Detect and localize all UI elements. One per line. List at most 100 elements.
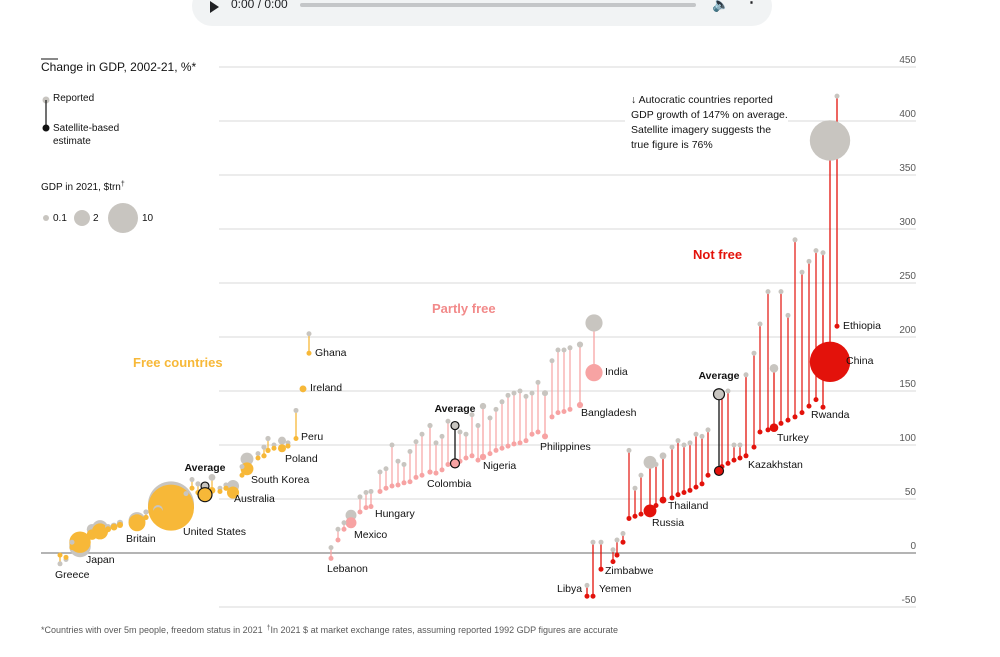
satellite-dot xyxy=(523,438,529,444)
reported-dot-nigeria xyxy=(479,402,487,410)
satellite-dot xyxy=(669,495,675,501)
reported-dot xyxy=(469,412,475,418)
reported-dot xyxy=(610,547,616,553)
audio-time: 0:00 / 0:00 xyxy=(231,0,288,11)
label-bangladesh: Bangladesh xyxy=(581,407,637,419)
satellite-dot-yemen xyxy=(590,593,596,599)
y-tick-label: 200 xyxy=(899,325,916,336)
satellite-dot-rwanda xyxy=(820,404,826,410)
audio-player: 0:00 / 0:00 🔈 ⋮ xyxy=(192,0,772,26)
label-nigeria: Nigeria xyxy=(483,460,516,472)
reported-dot-kazakhstan xyxy=(743,372,749,378)
satellite-dot xyxy=(395,482,401,488)
label-hungary: Hungary xyxy=(375,508,415,520)
reported-dot xyxy=(183,491,189,497)
satellite-dot-australia xyxy=(226,486,240,499)
y-tick-label: 300 xyxy=(899,217,916,228)
satellite-dot xyxy=(183,498,189,504)
reported-dot xyxy=(383,466,389,472)
satellite-dot-kazakhstan xyxy=(743,453,749,459)
reported-dot xyxy=(687,440,693,446)
satellite-dot xyxy=(806,403,812,409)
y-tick-label: 250 xyxy=(899,271,916,282)
reported-dot-russia xyxy=(643,455,657,469)
satellite-dot xyxy=(265,447,271,454)
satellite-dot xyxy=(401,480,407,486)
reported-dot-bangladesh xyxy=(576,341,584,348)
legend-size-large xyxy=(108,203,138,233)
average-satellite-dot xyxy=(197,487,213,503)
reported-dot xyxy=(487,415,493,421)
reported-dot-india xyxy=(585,314,603,332)
satellite-dot xyxy=(693,484,699,490)
volume-icon[interactable]: 🔈 xyxy=(712,0,730,12)
reported-dot-rwanda xyxy=(820,250,826,256)
satellite-dot xyxy=(626,515,632,521)
satellite-dot-india xyxy=(585,364,603,382)
legend-satellite-dot xyxy=(42,124,50,132)
satellite-dot xyxy=(255,455,261,461)
group-title-not-free: Not free xyxy=(693,247,742,262)
reported-dot-turkey xyxy=(769,364,779,373)
reported-dot xyxy=(261,444,267,450)
satellite-dot xyxy=(687,487,693,493)
y-tick-label: 350 xyxy=(899,163,916,174)
satellite-dot xyxy=(737,455,743,461)
satellite-dot xyxy=(261,453,267,459)
satellite-dot xyxy=(555,410,561,416)
reported-dot xyxy=(751,350,757,356)
satellite-dot xyxy=(419,472,425,478)
average-label: Average xyxy=(434,403,475,415)
legend-satellite-label: Satellite-based estimate xyxy=(53,123,119,147)
label-south-korea: South Korea xyxy=(251,474,310,486)
reported-dot xyxy=(407,448,413,454)
satellite-dot-japan xyxy=(69,531,91,553)
satellite-dot-russia xyxy=(643,504,657,518)
label-britain: Britain xyxy=(126,533,156,545)
reported-dot xyxy=(620,531,626,537)
satellite-dot xyxy=(69,545,75,551)
annotation-line-2: GDP growth of 147% on average. xyxy=(631,109,788,121)
reported-dot xyxy=(725,388,731,394)
satellite-dot xyxy=(475,457,481,463)
satellite-dot xyxy=(153,507,163,517)
satellite-dot xyxy=(778,420,784,426)
satellite-dot xyxy=(413,474,419,480)
satellite-dot-ghana xyxy=(306,350,312,356)
label-mexico: Mexico xyxy=(354,529,387,541)
satellite-dot-colombia xyxy=(427,469,433,475)
reported-dot xyxy=(681,442,687,448)
satellite-dot xyxy=(511,441,517,447)
reported-dot xyxy=(632,485,638,491)
reported-dot-yemen xyxy=(590,539,596,545)
reported-dot xyxy=(669,444,675,450)
y-tick-label: 50 xyxy=(905,487,917,498)
legend-reported-label: Reported xyxy=(53,93,94,104)
reported-dot-poland xyxy=(277,436,287,445)
play-icon[interactable] xyxy=(210,1,219,13)
label-ethiopia: Ethiopia xyxy=(843,320,881,332)
reported-dot xyxy=(255,451,261,457)
satellite-dot xyxy=(433,470,439,476)
average-label: Average xyxy=(184,462,225,474)
satellite-dot-poland xyxy=(277,444,287,453)
audio-progress-slider[interactable] xyxy=(300,3,696,7)
satellite-dot xyxy=(505,443,511,449)
reported-dot xyxy=(693,431,699,437)
satellite-dot xyxy=(377,488,383,494)
legend-size-medium-label: 2 xyxy=(93,213,99,224)
reported-dot xyxy=(143,509,149,515)
reported-dot xyxy=(737,442,743,448)
reported-dot xyxy=(445,418,451,424)
label-thailand: Thailand xyxy=(668,500,708,512)
reported-dot xyxy=(785,312,791,318)
legend-size-medium xyxy=(74,210,90,226)
satellite-dot xyxy=(638,511,644,517)
reported-dot xyxy=(189,477,195,483)
reported-dot xyxy=(517,388,523,394)
satellite-dot xyxy=(751,444,757,450)
reported-dot xyxy=(195,481,201,487)
reported-dot xyxy=(675,438,681,444)
reported-dot xyxy=(778,289,784,295)
y-tick-label: 100 xyxy=(899,433,916,444)
